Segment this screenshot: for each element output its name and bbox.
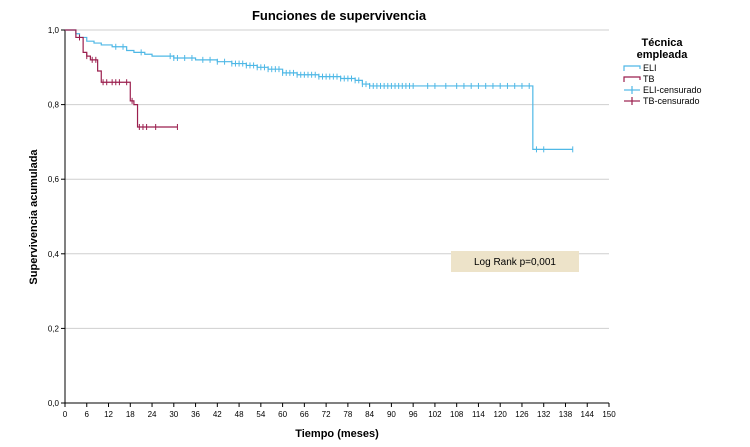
legend-entry: TB-censurado bbox=[624, 96, 700, 106]
x-axis-ticks: 0 6 12 18 24 30 36 42 48 54 60 66 72 78 84 90 96 102 108 11… bbox=[63, 403, 616, 419]
x-tick-label: 90 bbox=[387, 410, 396, 419]
y-tick-label: 0,0 bbox=[48, 399, 60, 408]
x-tick-label: 108 bbox=[450, 410, 464, 419]
series-group bbox=[65, 29, 574, 153]
x-tick-label: 66 bbox=[300, 410, 309, 419]
x-tick-label: 6 bbox=[85, 410, 90, 419]
y-tick-label: 0,2 bbox=[48, 324, 60, 333]
legend-label: ELI bbox=[643, 63, 657, 73]
x-tick-label: 96 bbox=[409, 410, 418, 419]
x-tick-label: 114 bbox=[472, 410, 485, 419]
x-tick-label: 18 bbox=[126, 410, 135, 419]
x-tick-label: 24 bbox=[148, 410, 157, 419]
x-tick-label: 120 bbox=[494, 410, 508, 419]
y-axis-ticks: 0,0 0,2 0,4 0,6 0,8 1,0 bbox=[48, 26, 65, 408]
legend-title: Técnica empleada bbox=[637, 37, 689, 61]
x-tick-label: 144 bbox=[581, 410, 595, 419]
legend-label: TB bbox=[643, 74, 655, 84]
y-axis-title: Supervivencia acumulada bbox=[28, 149, 40, 285]
y-tick-label: 0,6 bbox=[48, 175, 60, 184]
x-tick-label: 12 bbox=[104, 410, 113, 419]
x-tick-label: 72 bbox=[322, 410, 331, 419]
y-tick-label: 1,0 bbox=[48, 26, 60, 35]
annotation-box: Log Rank p=0,001 bbox=[451, 251, 579, 272]
x-tick-label: 78 bbox=[343, 410, 352, 419]
x-tick-label: 48 bbox=[235, 410, 244, 419]
x-tick-label: 102 bbox=[428, 410, 442, 419]
legend-swatch bbox=[623, 65, 641, 71]
x-tick-label: 30 bbox=[169, 410, 178, 419]
series-eli bbox=[65, 29, 574, 153]
x-axis-title: Tiempo (meses) bbox=[295, 428, 379, 440]
legend-entry: ELI bbox=[623, 63, 657, 73]
x-tick-label: 84 bbox=[365, 410, 374, 419]
x-tick-label: 0 bbox=[63, 410, 68, 419]
legend-entry: ELI-censurado bbox=[624, 85, 702, 95]
y-tick-label: 0,8 bbox=[48, 101, 60, 110]
annotation-text: Log Rank p=0,001 bbox=[474, 257, 556, 268]
x-tick-label: 36 bbox=[191, 410, 200, 419]
x-tick-label: 132 bbox=[537, 410, 551, 419]
x-tick-label: 150 bbox=[602, 410, 616, 419]
legend-swatch bbox=[623, 76, 641, 82]
legend-label: TB-censurado bbox=[643, 96, 700, 106]
x-tick-label: 42 bbox=[213, 410, 222, 419]
x-tick-label: 138 bbox=[559, 410, 573, 419]
legend-label: ELI-censurado bbox=[643, 85, 702, 95]
y-tick-label: 0,4 bbox=[48, 250, 60, 259]
x-tick-label: 60 bbox=[278, 410, 287, 419]
legend-entry: TB bbox=[623, 74, 655, 84]
survival-line-eli bbox=[65, 29, 573, 150]
x-tick-label: 126 bbox=[515, 410, 529, 419]
series-tb bbox=[65, 29, 178, 130]
survival-line-tb bbox=[65, 29, 178, 128]
x-tick-label: 54 bbox=[256, 410, 265, 419]
chart-title: Funciones de supervivencia bbox=[252, 8, 427, 23]
legend: Técnica empleada ELITBELI-censuradoTB-cen… bbox=[623, 37, 702, 106]
